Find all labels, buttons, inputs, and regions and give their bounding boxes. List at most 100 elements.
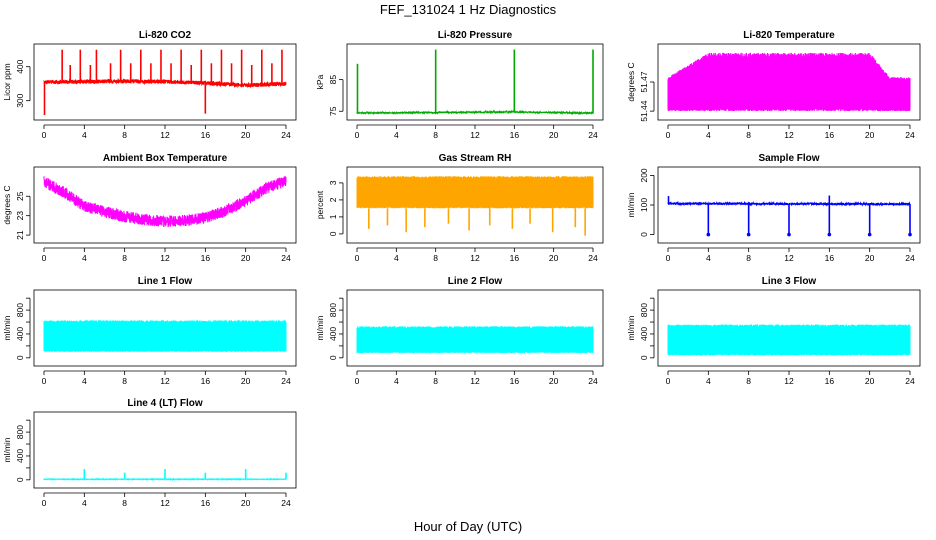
x-tick-label: 0: [666, 376, 671, 386]
panel-frame: [346, 166, 604, 244]
x-tick-label: 4: [394, 253, 399, 263]
y-tick-label: 0: [639, 355, 649, 360]
panel-data: [667, 52, 911, 112]
x-tick-label: 12: [470, 130, 480, 140]
x-tick-label: 12: [160, 130, 170, 140]
x-tick-label: 24: [905, 253, 915, 263]
panel-frame: [33, 411, 297, 489]
panel-data: [356, 326, 594, 354]
panel-frame: [33, 166, 297, 244]
panel-y-axis-label: ml/min: [2, 437, 12, 462]
y-tick-label: 800: [15, 425, 25, 439]
x-tick-label: 20: [549, 130, 559, 140]
panel-data: [43, 176, 287, 228]
y-tick-label: 0: [15, 477, 25, 482]
panel-title: Li-820 CO2: [139, 30, 192, 41]
panel-10: Line 4 (LT) Flow ml/min 0 4 8 12 16 20 24 0 400 800: [2, 398, 297, 508]
y-tick-label: 0: [639, 232, 649, 237]
x-tick-label: 8: [746, 376, 751, 386]
x-tick-label: 4: [706, 253, 711, 263]
x-tick-label: 20: [865, 130, 875, 140]
panel-title: Sample Flow: [758, 153, 819, 164]
panel-frame: [33, 289, 297, 367]
x-tick-label: 20: [865, 253, 875, 263]
x-tick-label: 4: [82, 253, 87, 263]
panel-data: [356, 49, 594, 116]
y-tick-label: 3: [328, 180, 338, 185]
x-tick-label: 8: [122, 498, 127, 508]
y-tick-label: 2: [328, 197, 338, 202]
x-tick-label: 8: [433, 376, 438, 386]
x-tick-label: 0: [355, 376, 360, 386]
panel-2: Li-820 Pressure kPa 0 4 8 12 16 20 24 75 85: [315, 30, 604, 140]
x-tick-label: 24: [905, 130, 915, 140]
x-tick-label: 4: [394, 130, 399, 140]
x-tick-label: 16: [510, 253, 520, 263]
x-tick-label: 8: [122, 376, 127, 386]
y-tick-label: 800: [15, 303, 25, 317]
panel-y-axis-label: percent: [315, 190, 325, 219]
panel-4: Ambient Box Temperature degrees C 0 4 8 12 16 2…: [2, 153, 297, 263]
x-tick-label: 4: [706, 376, 711, 386]
panel-title: Gas Stream RH: [439, 153, 512, 164]
x-tick-label: 4: [82, 130, 87, 140]
x-tick-label: 16: [201, 376, 211, 386]
x-tick-label: 8: [746, 130, 751, 140]
x-tick-label: 24: [588, 376, 598, 386]
y-tick-label: 400: [15, 449, 25, 463]
panel-y-axis-label: kPa: [315, 74, 325, 89]
x-tick-label: 16: [825, 253, 835, 263]
series-line: [43, 320, 287, 352]
x-tick-label: 16: [201, 498, 211, 508]
data-point: [908, 232, 912, 237]
series-line: [667, 52, 911, 112]
data-point: [867, 232, 872, 237]
x-tick-label: 20: [241, 498, 251, 508]
panel-frame: [346, 289, 604, 367]
x-tick-label: 12: [784, 130, 794, 140]
panel-data: [43, 320, 287, 352]
series-line: [356, 109, 594, 116]
panel-y-axis-label: Licor ppm: [2, 63, 12, 100]
x-tick-label: 8: [122, 130, 127, 140]
y-tick-label: 800: [639, 303, 649, 317]
x-tick-label: 16: [825, 376, 835, 386]
panel-6: Sample Flow ml/min 0 4 8 12 16 20 24 0 100 200: [626, 153, 921, 263]
x-tick-label: 4: [394, 376, 399, 386]
x-tick-label: 0: [42, 376, 47, 386]
y-tick-label: 100: [639, 198, 649, 212]
x-tick-label: 24: [588, 253, 598, 263]
series-line: [356, 326, 594, 354]
x-tick-label: 24: [281, 130, 291, 140]
panel-frame: [346, 43, 604, 121]
y-tick-label: 400: [15, 59, 25, 73]
x-tick-label: 12: [470, 253, 480, 263]
x-tick-label: 0: [355, 253, 360, 263]
x-tick-label: 8: [433, 253, 438, 263]
x-tick-label: 12: [160, 498, 170, 508]
panel-title: Li-820 Pressure: [438, 30, 513, 41]
x-tick-label: 4: [706, 130, 711, 140]
x-tick-label: 4: [82, 376, 87, 386]
x-tick-label: 12: [784, 253, 794, 263]
y-tick-label: 23: [15, 211, 25, 221]
x-tick-label: 24: [281, 376, 291, 386]
x-tick-label: 12: [784, 376, 794, 386]
y-tick-label: 400: [328, 327, 338, 341]
data-point: [706, 232, 711, 237]
x-tick-label: 16: [510, 376, 520, 386]
y-tick-label: 400: [15, 327, 25, 341]
panel-frame: [657, 289, 921, 367]
x-tick-label: 20: [241, 130, 251, 140]
x-tick-label: 20: [865, 376, 875, 386]
panel-data: [43, 469, 287, 482]
panel-3: Li-820 Temperature degrees C 0 4 8 12 16 20 24 51…: [626, 30, 921, 140]
series-line: [43, 176, 287, 228]
x-tick-label: 20: [241, 376, 251, 386]
x-tick-label: 0: [355, 130, 360, 140]
panel-data: [667, 324, 911, 356]
panel-y-axis-label: ml/min: [626, 315, 636, 340]
y-tick-label: 0: [328, 355, 338, 360]
